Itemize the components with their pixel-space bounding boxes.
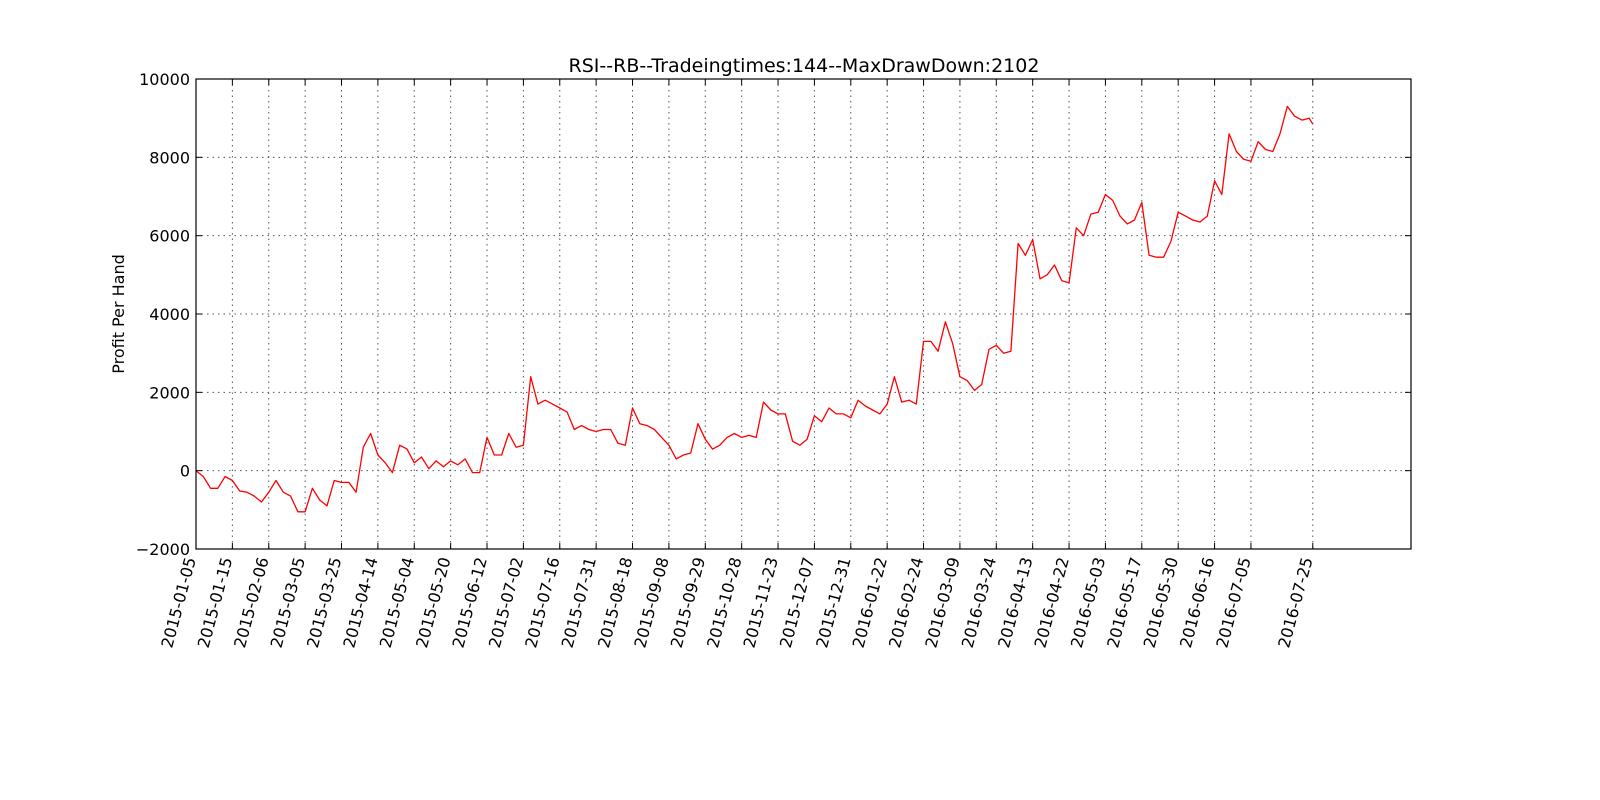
x-tick-label: 2016-02-24 bbox=[885, 555, 927, 650]
y-tick-label: 10000 bbox=[139, 70, 190, 89]
x-tick-label: 2015-11-23 bbox=[739, 555, 781, 650]
x-tick-label: 2015-06-12 bbox=[448, 555, 490, 650]
y-tick-label: 4000 bbox=[149, 305, 190, 324]
gridlines bbox=[196, 79, 1411, 549]
x-tick-label: 2015-12-31 bbox=[812, 555, 854, 650]
x-tick-label: 2016-06-16 bbox=[1176, 555, 1218, 650]
series-line bbox=[195, 105, 1314, 513]
x-tick-label: 2015-05-20 bbox=[412, 555, 454, 650]
x-tick-label: 2016-01-22 bbox=[849, 555, 891, 650]
y-tick-label: 6000 bbox=[149, 227, 190, 246]
x-tick-label: 2015-05-04 bbox=[376, 555, 418, 650]
chart-title: RSI--RB--Tradeingtimes:144--MaxDrawDown:… bbox=[569, 55, 1040, 77]
x-tick-label: 2015-02-06 bbox=[230, 555, 272, 650]
x-tick-label: 2015-03-25 bbox=[303, 555, 345, 650]
x-tick-label: 2015-08-18 bbox=[594, 555, 636, 650]
x-tick-label: 2015-01-15 bbox=[194, 555, 236, 650]
x-tick-label: 2015-01-05 bbox=[157, 555, 199, 650]
x-tick-label: 2016-05-03 bbox=[1067, 555, 1109, 650]
x-tick-label: 2015-12-07 bbox=[776, 555, 818, 650]
x-tick-label: 2015-03-05 bbox=[267, 555, 309, 650]
x-tick-label: 2015-04-14 bbox=[339, 555, 381, 650]
x-tick-label: 2016-07-05 bbox=[1212, 555, 1254, 650]
x-tick-label: 2016-05-17 bbox=[1103, 555, 1145, 650]
series-layer bbox=[195, 105, 1314, 513]
x-tick-label: 2015-07-16 bbox=[521, 555, 563, 650]
y-tick-label: −2000 bbox=[136, 540, 190, 559]
y-tick-label: 0 bbox=[180, 462, 190, 481]
x-tick-label: 2016-03-09 bbox=[921, 555, 963, 650]
x-tick-label: 2016-03-24 bbox=[958, 555, 1000, 650]
x-tick-label: 2016-04-22 bbox=[1030, 555, 1072, 650]
x-tick-label: 2016-05-30 bbox=[1140, 555, 1182, 650]
x-tick-label: 2015-09-08 bbox=[630, 555, 672, 650]
x-tick-label: 2015-09-29 bbox=[667, 555, 709, 650]
x-tick-label: 2015-10-28 bbox=[703, 555, 745, 650]
x-tick-label: 2015-07-02 bbox=[485, 555, 527, 650]
x-tick-label: 2016-07-25 bbox=[1274, 555, 1316, 650]
y-tick-label: 8000 bbox=[149, 148, 190, 167]
x-tick-label: 2015-07-31 bbox=[558, 555, 600, 650]
y-tick-label: 2000 bbox=[149, 383, 190, 402]
y-axis-label: Profit Per Hand bbox=[109, 254, 128, 374]
x-tick-label: 2016-04-13 bbox=[994, 555, 1036, 650]
